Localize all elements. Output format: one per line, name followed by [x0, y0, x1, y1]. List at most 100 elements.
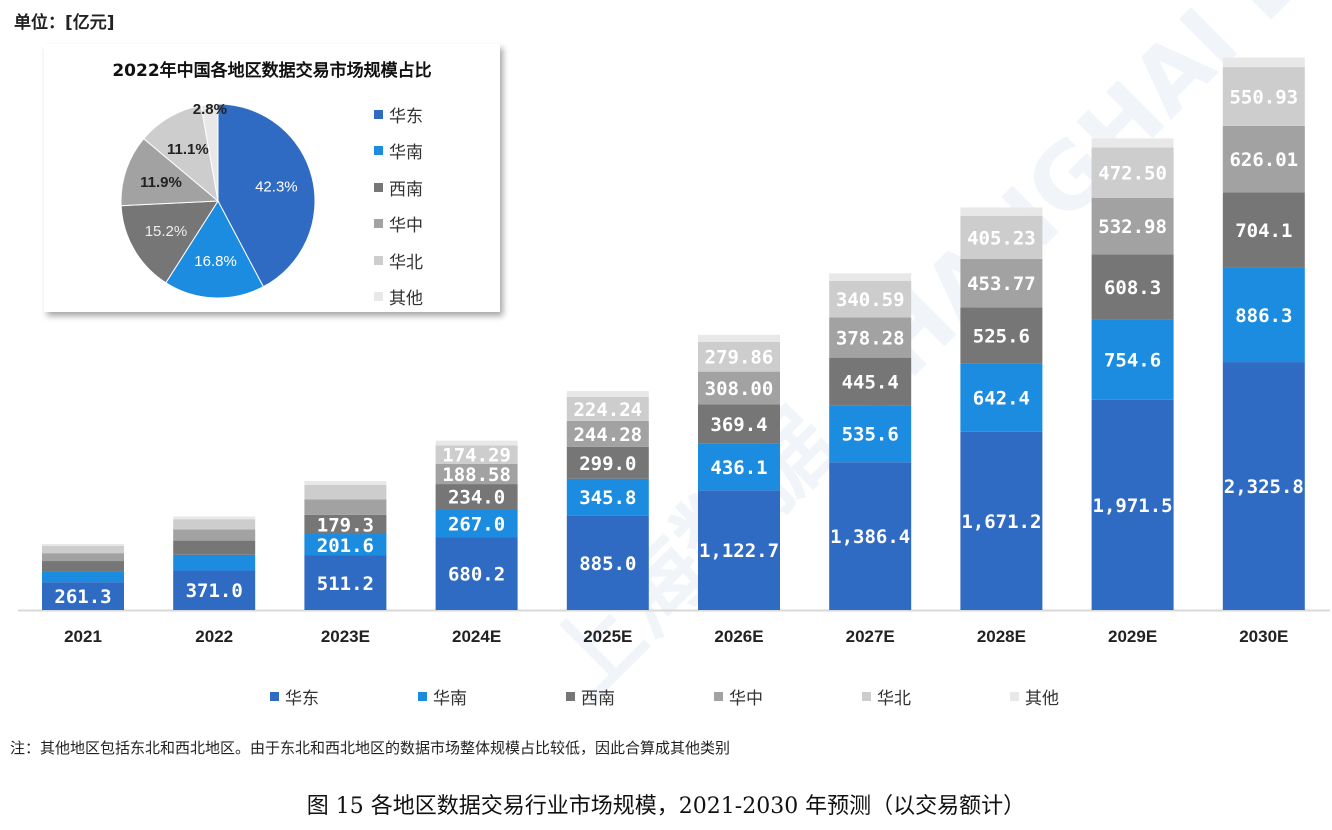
- bar-segment-华东: [829, 462, 912, 610]
- legend-label: 华北: [877, 689, 911, 709]
- footnote: 注：其他地区包括东北和西北地区。由于东北和西北地区的数据市场整体规模占比较低，因…: [10, 739, 731, 757]
- legend-swatch: [374, 255, 383, 265]
- legend-swatch: [270, 692, 279, 701]
- bar-segment-西南: [304, 514, 387, 535]
- pie-slice-华东: [217, 103, 316, 288]
- legend-item: 其他: [1010, 684, 1158, 709]
- bar-segment-西南: [566, 446, 649, 479]
- bar-segment-华东: [960, 431, 1043, 610]
- data-label: 754.6: [1104, 350, 1161, 372]
- data-label: 1,971.5: [1093, 495, 1173, 517]
- legend-swatch: [374, 109, 383, 119]
- bar-segment-华南: [1222, 267, 1305, 363]
- x-tick-label: 2028E: [977, 627, 1026, 646]
- bar-segment-西南: [173, 540, 256, 555]
- bar-segment-西南: [829, 357, 912, 406]
- x-tick-label: 2022: [195, 627, 233, 646]
- bar-segment-西南: [960, 307, 1043, 364]
- data-label: 201.6: [317, 535, 374, 557]
- data-label: 704.1: [1235, 220, 1292, 242]
- bar-segment-华中: [173, 529, 256, 541]
- bar-segment-其他: [304, 481, 387, 485]
- pie-label: 2.8%: [193, 101, 227, 118]
- pie-slice-西南: [120, 200, 219, 284]
- bar-segment-华南: [173, 554, 256, 571]
- pie-legend: 华东华南西南华中华北其他: [374, 96, 423, 315]
- bar-segment-华东: [566, 515, 649, 610]
- legend-label: 华南: [433, 689, 467, 709]
- data-label: 1,122.7: [699, 540, 779, 562]
- bar-segment-华南: [960, 363, 1043, 432]
- pie-legend-item: 华中: [374, 206, 423, 243]
- pie-chart: 42.3% 16.8% 15.2% 11.9% 11.1% 2.8%: [120, 101, 316, 299]
- bar-segment-华南: [435, 509, 518, 538]
- bar-segment-华南: [42, 571, 124, 583]
- pie-legend-item: 华东: [374, 96, 423, 133]
- data-label: 472.50: [1098, 163, 1167, 185]
- bar-segment-华北: [698, 341, 780, 372]
- bar-legend: 华东 华南 西南 华中 华北 其他: [270, 684, 1158, 709]
- x-tick-label: 2027E: [846, 627, 895, 646]
- bar-segment-西南: [1222, 192, 1305, 268]
- bar-segment-华北: [960, 215, 1043, 259]
- x-tick-label: 2023E: [321, 627, 370, 646]
- data-label: 378.28: [836, 327, 905, 349]
- data-label: 642.4: [973, 388, 1030, 410]
- legend-label: 华北: [389, 252, 423, 273]
- data-label: 608.3: [1104, 277, 1161, 299]
- bar-segment-华东: [42, 582, 124, 610]
- bar-segment-华中: [829, 317, 912, 358]
- bar-segment-其他: [1091, 138, 1174, 148]
- data-label: 532.98: [1098, 216, 1167, 238]
- x-tick-label: 2029E: [1108, 627, 1157, 646]
- bar-segment-华北: [1091, 147, 1174, 198]
- bar-segment-华东: [1091, 399, 1174, 610]
- legend-label: 华南: [389, 143, 423, 164]
- data-label: 188.58: [442, 464, 511, 486]
- pie-slice-华北: [143, 104, 219, 203]
- pie-legend-item: 其他: [374, 279, 423, 316]
- legend-label: 西南: [389, 179, 423, 200]
- bar-segment-华北: [435, 445, 518, 464]
- legend-item: 华东: [270, 684, 418, 709]
- pie-legend-item: 西南: [374, 169, 423, 206]
- legend-item: 华北: [862, 684, 1010, 709]
- figure-caption: 图 15 各地区数据交易行业市场规模，2021-2030 年预测（以交易额计）: [306, 794, 1026, 819]
- bar-segment-华中: [566, 420, 649, 447]
- data-label: 261.3: [54, 586, 111, 608]
- data-label: 626.01: [1229, 149, 1298, 171]
- bar-segment-华东: [173, 570, 256, 610]
- bar-segment-华南: [698, 443, 780, 491]
- bar-segment-华北: [42, 545, 124, 554]
- pie-label: 42.3%: [255, 179, 298, 196]
- data-label: 680.2: [448, 564, 505, 586]
- legend-label: 西南: [581, 689, 615, 709]
- data-label: 267.0: [448, 513, 505, 535]
- data-label: 244.28: [573, 424, 642, 446]
- data-label: 405.23: [967, 227, 1036, 249]
- bar-segment-华东: [435, 537, 518, 610]
- data-label: 453.77: [967, 273, 1036, 295]
- legend-swatch: [714, 692, 723, 701]
- pie-slice-华中: [120, 137, 220, 207]
- bar-segment-华中: [435, 463, 518, 485]
- pie-label: 16.8%: [194, 253, 237, 270]
- legend-item: 西南: [566, 684, 714, 709]
- bar-segment-其他: [42, 543, 124, 546]
- bar-segment-华北: [173, 519, 256, 530]
- data-label: 340.59: [836, 289, 905, 311]
- pie-legend-item: 华北: [374, 242, 423, 279]
- bar-segment-华中: [698, 371, 780, 405]
- pie-slice-其他: [200, 103, 219, 202]
- bar-segment-华南: [304, 534, 387, 556]
- bar-segment-其他: [173, 516, 256, 520]
- legend-swatch: [1010, 692, 1019, 701]
- x-tick-label: 2026E: [714, 627, 763, 646]
- data-label: 511.2: [317, 573, 374, 595]
- legend-label: 其他: [1025, 689, 1059, 709]
- data-label: 279.86: [705, 347, 774, 369]
- pie-slice-华南: [165, 200, 265, 299]
- pie-title: 2022年中国各地区数据交易市场规模占比: [112, 61, 432, 81]
- pie-label: 11.9%: [140, 174, 182, 191]
